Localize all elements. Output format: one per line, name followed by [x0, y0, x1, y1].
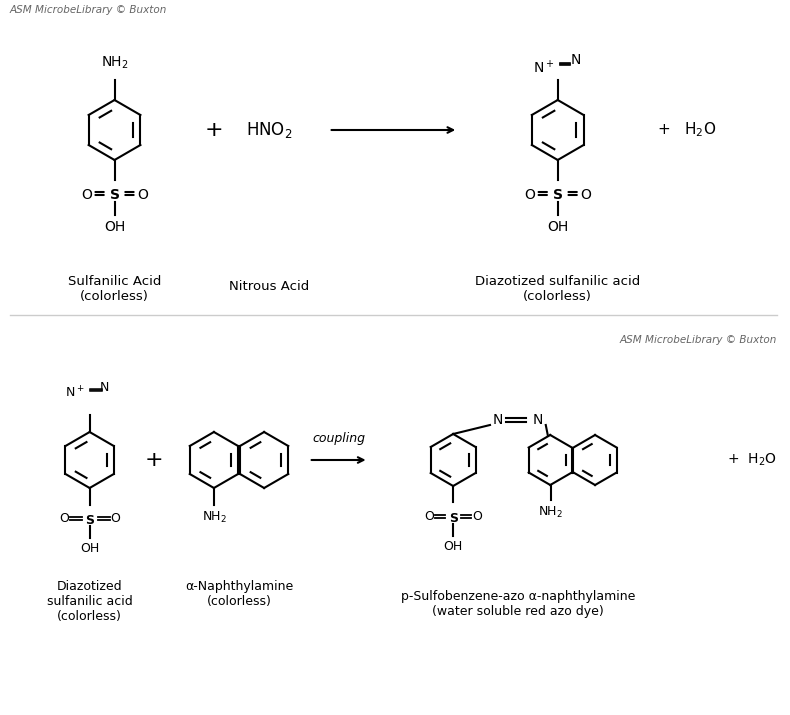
- Text: Nitrous Acid: Nitrous Acid: [229, 280, 309, 293]
- Text: N: N: [100, 380, 109, 393]
- Text: coupling: coupling: [312, 432, 365, 445]
- Text: OH: OH: [104, 220, 125, 234]
- Text: O: O: [58, 512, 69, 525]
- Text: S: S: [553, 188, 562, 202]
- Text: OH: OH: [80, 542, 100, 555]
- Text: +  H$_2$O: + H$_2$O: [727, 452, 777, 468]
- Text: NH$_2$: NH$_2$: [201, 510, 227, 525]
- Text: Sulfanilic Acid
(colorless): Sulfanilic Acid (colorless): [68, 275, 161, 303]
- Text: p-Sulfobenzene-azo α-naphthylamine
(water soluble red azo dye): p-Sulfobenzene-azo α-naphthylamine (wate…: [401, 590, 635, 618]
- Text: S: S: [85, 513, 94, 526]
- Text: O: O: [424, 510, 434, 523]
- Text: ASM MicrobeLibrary © Buxton: ASM MicrobeLibrary © Buxton: [10, 5, 167, 15]
- Text: N$^+$: N$^+$: [65, 385, 85, 400]
- Text: +: +: [205, 120, 224, 140]
- Text: α-Naphthylamine
(colorless): α-Naphthylamine (colorless): [185, 580, 293, 608]
- Text: ASM MicrobeLibrary © Buxton: ASM MicrobeLibrary © Buxton: [619, 335, 777, 345]
- Text: +   H$_2$O: + H$_2$O: [657, 121, 717, 139]
- Text: NH$_2$: NH$_2$: [538, 505, 563, 520]
- Text: NH$_2$: NH$_2$: [100, 55, 128, 72]
- Text: Diazotized
sulfanilic acid
(colorless): Diazotized sulfanilic acid (colorless): [47, 580, 133, 623]
- Text: N$^+$: N$^+$: [533, 59, 555, 77]
- Text: +: +: [145, 450, 164, 470]
- Text: Diazotized sulfanilic acid
(colorless): Diazotized sulfanilic acid (colorless): [475, 275, 641, 303]
- Text: O: O: [525, 188, 536, 202]
- Text: S: S: [110, 188, 119, 202]
- Text: O: O: [81, 188, 92, 202]
- Text: N: N: [532, 413, 543, 427]
- Text: OH: OH: [443, 540, 463, 553]
- Text: O: O: [111, 512, 120, 525]
- Text: N: N: [570, 53, 581, 67]
- Text: OH: OH: [547, 220, 568, 234]
- Text: HNO$_2$: HNO$_2$: [246, 120, 292, 140]
- Text: N: N: [493, 413, 503, 427]
- Text: O: O: [472, 510, 482, 523]
- Text: S: S: [449, 511, 457, 525]
- Text: O: O: [137, 188, 148, 202]
- Text: O: O: [580, 188, 591, 202]
